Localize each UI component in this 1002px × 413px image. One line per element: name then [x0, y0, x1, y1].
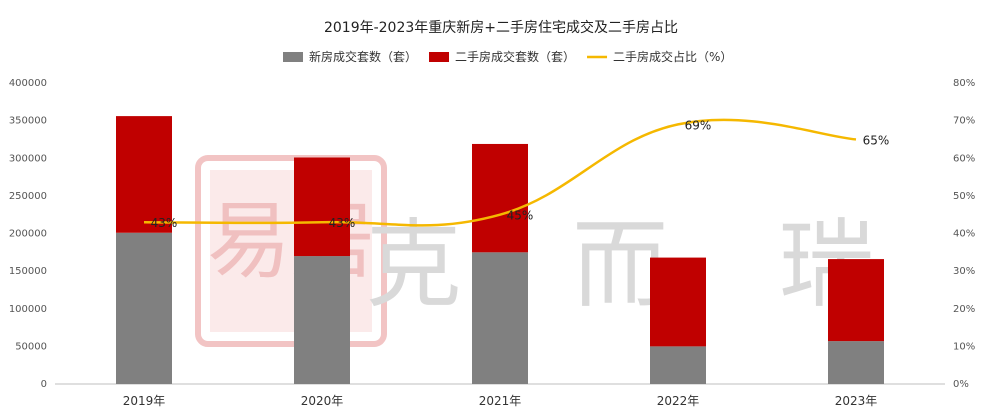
bar-new-home	[294, 256, 350, 384]
x-tick-label: 2021年	[479, 394, 522, 408]
bar-new-home	[650, 346, 706, 384]
legend-item: 二手房成交套数（套）	[429, 49, 575, 64]
y-right-tick-label: 80%	[953, 78, 975, 89]
y-left-tick-label: 50000	[15, 341, 47, 352]
x-tick-label: 2019年	[123, 394, 166, 408]
share-data-label: 43%	[151, 216, 178, 230]
y-right-tick-label: 50%	[953, 191, 975, 202]
y-right-tick-label: 40%	[953, 229, 975, 240]
y-right-tick-label: 30%	[953, 266, 975, 277]
y-right-tick-label: 0%	[953, 379, 969, 390]
legend-label: 二手房成交套数（套）	[455, 49, 575, 64]
bar-new-home	[828, 341, 884, 384]
share-data-label: 45%	[507, 209, 534, 223]
x-axis-labels: 2019年 2020年 2021年 2022年 2023年	[123, 394, 878, 408]
x-tick-label: 2023年	[835, 394, 878, 408]
share-data-label: 65%	[863, 133, 890, 147]
bar-new-home	[472, 252, 528, 384]
share-line	[143, 118, 857, 227]
bar-resale-home	[294, 157, 350, 257]
legend-label: 新房成交套数（套）	[309, 49, 417, 64]
watermark: 易居 克 而 瑞	[195, 155, 914, 347]
y-right-tick-label: 70%	[953, 116, 975, 127]
y-right-tick-label: 10%	[953, 341, 975, 352]
y-left-tick-label: 250000	[9, 191, 47, 202]
y-left-tick-label: 100000	[9, 304, 47, 315]
bar-resale-home	[650, 257, 706, 347]
y-left-tick-label: 200000	[9, 229, 47, 240]
y-left-tick-label: 150000	[9, 266, 47, 277]
watermark-seal-border	[195, 155, 387, 347]
y-left-tick-label: 300000	[9, 153, 47, 164]
chart-title: 2019年-2023年重庆新房+二手房住宅成交及二手房占比	[324, 19, 678, 36]
bar-resale-home	[472, 143, 528, 253]
legend-item: 新房成交套数（套）	[283, 49, 417, 64]
y-right-tick-label: 20%	[953, 304, 975, 315]
x-tick-label: 2022年	[657, 394, 700, 408]
legend-label: 二手房成交占比（%）	[613, 49, 732, 64]
watermark-text: 克 而 瑞	[365, 209, 914, 321]
bar-series	[116, 116, 884, 384]
y-axis-left: 0 50000 100000 150000 200000 250000 300000 3500…	[9, 78, 47, 390]
bar-resale-home	[116, 116, 172, 233]
legend-swatch	[429, 52, 450, 62]
x-tick-label: 2020年	[301, 394, 344, 408]
bar-new-home	[116, 232, 172, 384]
y-left-tick-label: 0	[41, 379, 47, 390]
legend: 新房成交套数（套） 二手房成交套数（套） 二手房成交占比（%）	[283, 49, 732, 64]
share-data-label: 69%	[685, 118, 712, 132]
legend-item: 二手房成交占比（%）	[587, 49, 732, 64]
line-series: 43% 43% 45% 69% 65%	[143, 118, 890, 230]
share-data-label: 43%	[329, 216, 356, 230]
legend-swatch	[283, 52, 303, 62]
y-left-tick-label: 400000	[9, 78, 47, 89]
bar-resale-home	[828, 259, 884, 342]
y-axis-right: 0% 10% 20% 30% 40% 50% 60% 70% 80%	[953, 78, 975, 390]
y-left-tick-label: 350000	[9, 116, 47, 127]
y-right-tick-label: 60%	[953, 153, 975, 164]
